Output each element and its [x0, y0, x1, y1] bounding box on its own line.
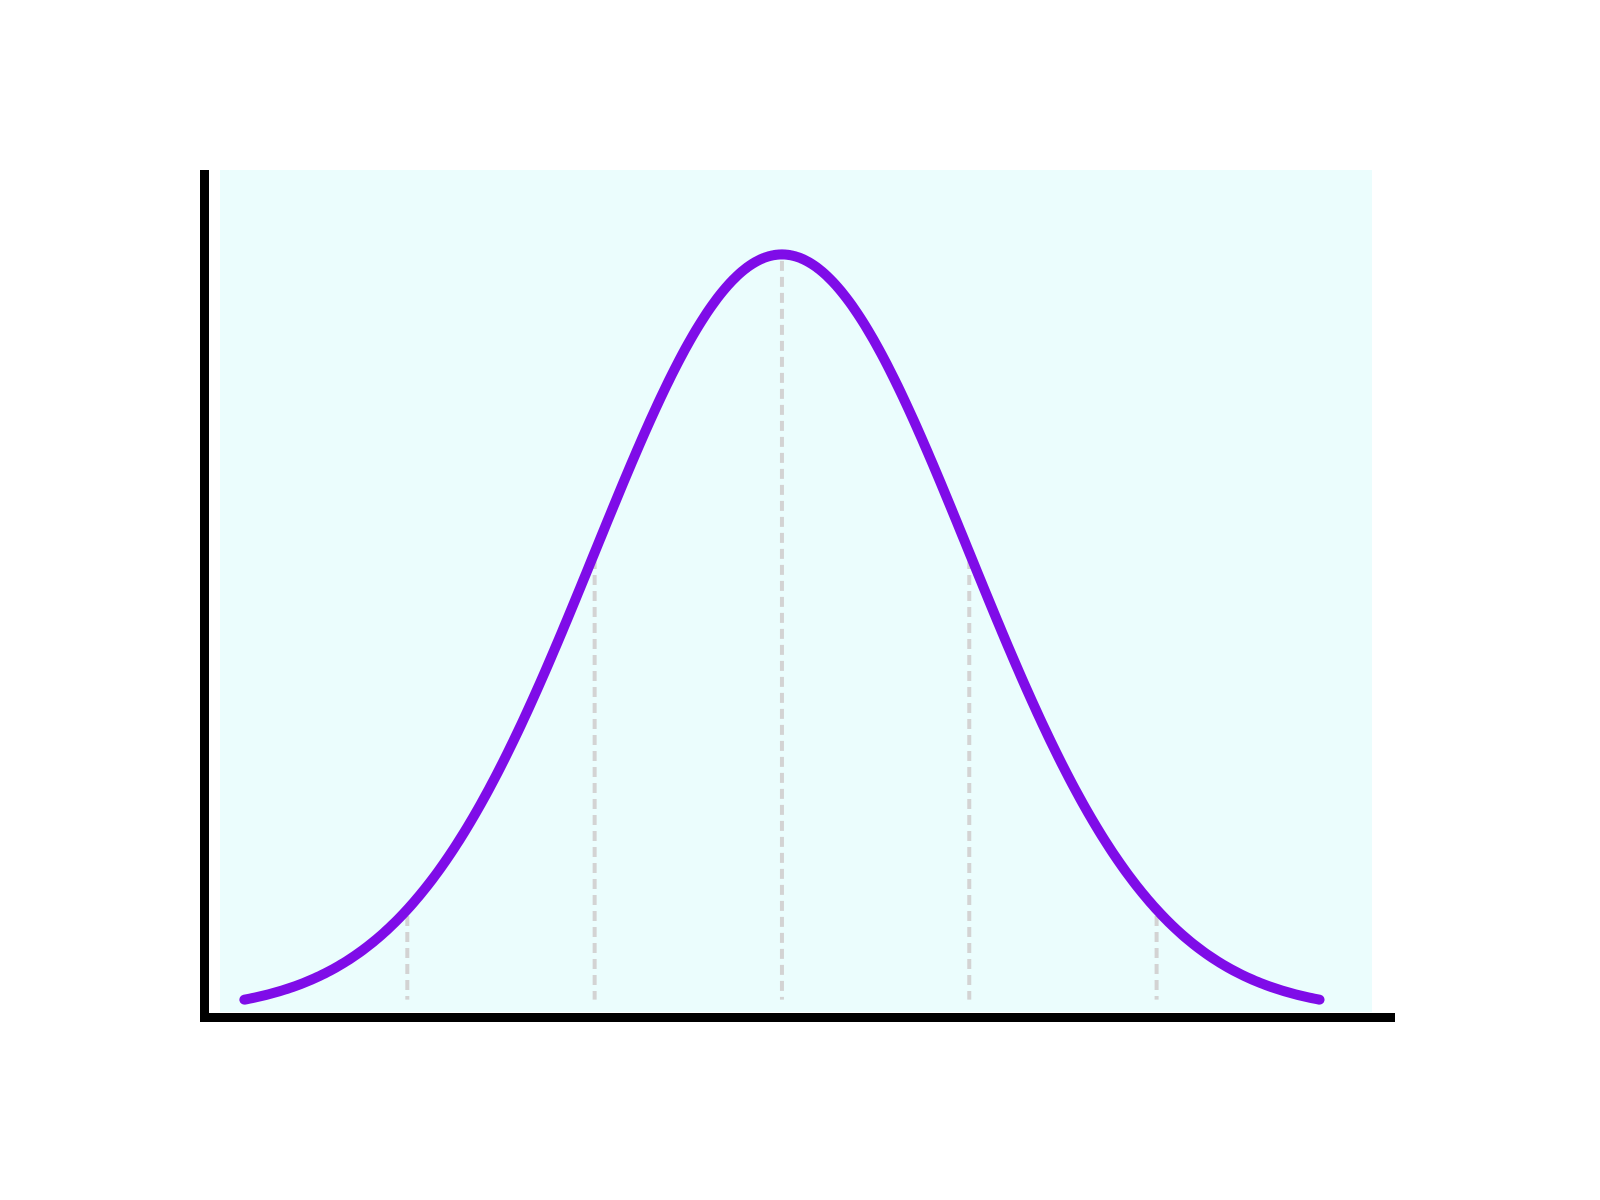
y-axis-spine [200, 170, 209, 1022]
plot-area-background [220, 170, 1372, 1012]
distribution-curve [239, 249, 1325, 1005]
x-axis-spine [200, 1013, 1395, 1022]
sigma-marker-lines [405, 260, 1159, 1000]
